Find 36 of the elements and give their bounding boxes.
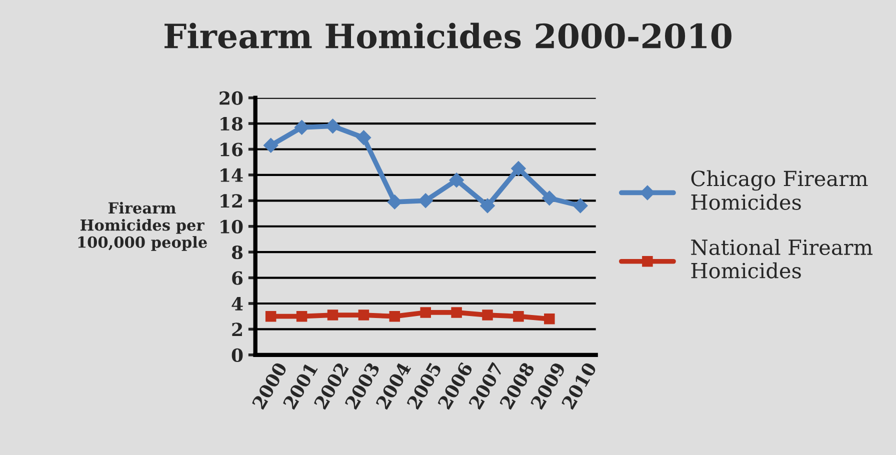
y-axis-title: Firearm Homicides per 100,000 people xyxy=(78,202,207,251)
chart-title: Firearm Homicides 2000-2010 xyxy=(164,22,732,49)
point xyxy=(418,193,433,208)
y-tick-label: 12 xyxy=(220,194,242,208)
point xyxy=(511,161,526,176)
point xyxy=(542,190,557,206)
y-tick-label: 20 xyxy=(220,91,243,105)
y-tick-label: 2 xyxy=(232,322,242,336)
y-tick-label: 0 xyxy=(232,348,243,362)
point xyxy=(451,307,462,318)
y-tick-label: 4 xyxy=(232,296,243,310)
point xyxy=(513,310,524,322)
y-tick-label: 18 xyxy=(220,116,243,131)
point xyxy=(449,172,464,188)
legend-label: Chicago Firearm Homicides xyxy=(691,170,868,210)
point xyxy=(480,198,495,214)
point xyxy=(358,310,370,320)
point xyxy=(544,314,555,324)
point xyxy=(572,198,588,214)
y-tick-label: 8 xyxy=(232,246,243,260)
y-tick-label: 10 xyxy=(220,220,243,234)
point xyxy=(296,310,308,322)
y-tick-label: 14 xyxy=(220,168,243,182)
point xyxy=(389,310,400,322)
point xyxy=(263,138,278,153)
point xyxy=(420,307,431,318)
point xyxy=(294,120,310,135)
point xyxy=(356,130,372,146)
point xyxy=(327,310,338,320)
point xyxy=(325,118,340,134)
legend-label: National Firearm Homicides xyxy=(691,239,872,278)
point xyxy=(265,310,276,322)
y-tick-label: 16 xyxy=(220,142,243,156)
point xyxy=(482,310,493,320)
y-tick-label: 6 xyxy=(232,271,243,285)
point xyxy=(387,194,402,210)
